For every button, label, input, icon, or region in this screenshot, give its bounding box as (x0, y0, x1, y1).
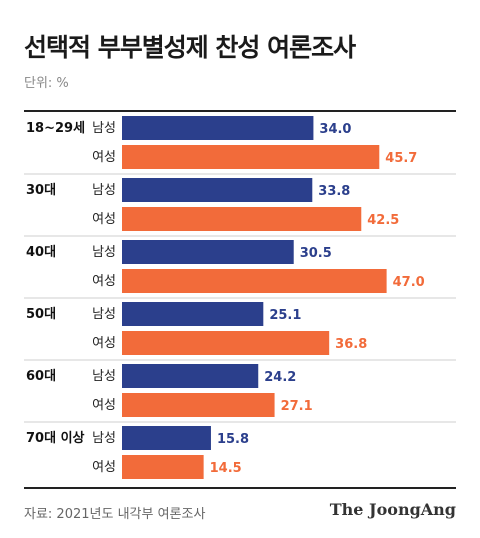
bar-female (122, 269, 387, 293)
bar-male (122, 426, 211, 450)
value-label: 15.8 (217, 432, 249, 447)
gender-label: 남성 (92, 369, 116, 384)
value-label: 47.0 (393, 275, 425, 290)
unit-label: 단위: % (24, 76, 69, 91)
chart-title: 선택적 부부별성제 찬성 여론조사 (24, 33, 356, 62)
bar-female (122, 145, 380, 169)
gender-label: 남성 (92, 183, 116, 198)
bar-male (122, 116, 314, 140)
value-label: 24.2 (264, 370, 296, 385)
bar-female (122, 207, 362, 231)
value-label: 34.0 (319, 122, 351, 137)
source-note: 자료: 2021년도 내각부 여론조사 (24, 507, 206, 522)
gender-label: 여성 (92, 274, 116, 289)
bar-female (122, 331, 330, 355)
value-label: 36.8 (335, 337, 367, 352)
value-label: 27.1 (281, 399, 313, 414)
gender-label: 여성 (92, 460, 116, 475)
brand-logo: The JoongAng (329, 500, 456, 519)
gender-label: 여성 (92, 398, 116, 413)
gender-label: 여성 (92, 212, 116, 227)
gender-label: 남성 (92, 121, 116, 136)
bar-male (122, 364, 259, 388)
bar-male (122, 178, 313, 202)
bar-female (122, 455, 204, 479)
value-label: 42.5 (367, 213, 399, 228)
age-group-label: 60대 (26, 369, 56, 384)
value-label: 25.1 (269, 308, 301, 323)
bar-male (122, 302, 264, 326)
value-label: 30.5 (300, 246, 332, 261)
gender-label: 남성 (92, 245, 116, 260)
age-group-label: 70대 이상 (26, 430, 85, 446)
value-label: 45.7 (385, 151, 417, 166)
gender-label: 여성 (92, 150, 116, 165)
gender-label: 남성 (92, 431, 116, 446)
age-group-label: 50대 (26, 307, 56, 322)
gender-label: 여성 (92, 336, 116, 351)
value-label: 14.5 (210, 461, 242, 476)
bottom-rule (24, 487, 456, 489)
gender-label: 남성 (92, 307, 116, 322)
bar-female (122, 393, 275, 417)
bar-male (122, 240, 294, 264)
age-group-label: 30대 (26, 183, 56, 198)
top-rule (24, 110, 456, 112)
age-group-label: 18~29세 (26, 121, 85, 136)
value-label: 33.8 (318, 184, 350, 199)
age-group-label: 40대 (26, 245, 56, 260)
